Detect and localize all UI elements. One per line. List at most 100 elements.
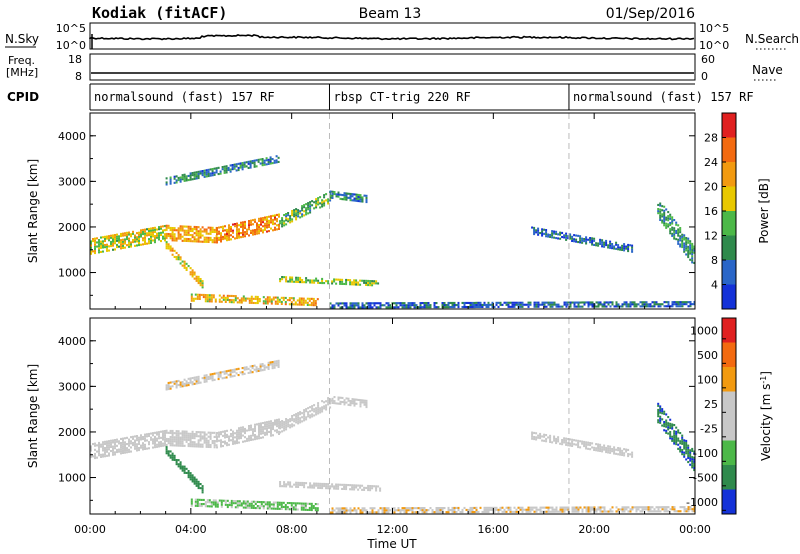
scatter-cell: [144, 443, 146, 446]
scatter-cell: [581, 239, 584, 242]
scatter-cell: [579, 241, 582, 244]
scatter-cell: [189, 381, 192, 384]
scatter-cell: [264, 224, 266, 227]
scatter-cell: [220, 501, 223, 504]
scatter-cell: [413, 302, 416, 305]
scatter-cell: [148, 227, 150, 230]
scatter-cell: [249, 371, 252, 374]
scatter-cell: [463, 506, 466, 509]
scatter-cell: [319, 411, 322, 414]
scatter-cell: [345, 486, 348, 489]
scatter-cell: [223, 169, 226, 172]
scatter-cell: [319, 281, 322, 284]
scatter-cell: [122, 232, 124, 235]
scatter-cell: [230, 226, 232, 229]
scatter-cell: [279, 280, 282, 283]
scatter-cell: [142, 448, 144, 451]
scatter-cell: [206, 294, 209, 297]
scatter-cell: [265, 159, 268, 162]
scatter-cell: [321, 205, 324, 208]
scatter-cell: [302, 299, 305, 302]
scatter-cell: [191, 443, 194, 446]
scatter-cell: [321, 203, 324, 206]
scatter-cell: [146, 433, 148, 436]
scatter-cell: [545, 440, 548, 443]
scatter-cell: [175, 239, 178, 242]
scatter-cell: [675, 303, 678, 306]
scatter-cell: [295, 216, 298, 219]
scatter-cell: [276, 228, 278, 231]
scatter-cell: [619, 451, 622, 454]
scatter-cell: [185, 231, 188, 234]
scatter-cell: [311, 200, 314, 203]
scatter-cell: [218, 232, 220, 235]
scatter-cell: [211, 375, 214, 378]
scatter-cell: [142, 233, 144, 236]
scatter-cell: [567, 438, 570, 441]
scatter-cell: [154, 431, 156, 434]
scatter-cell: [203, 238, 206, 241]
scatter-cell: [527, 510, 530, 513]
scatter-cell: [617, 246, 620, 249]
scatter-cell: [355, 195, 358, 198]
scatter-cell: [631, 455, 634, 458]
scatter-cell: [296, 303, 299, 306]
scatter-cell: [627, 250, 630, 253]
scatter-cell: [158, 443, 160, 446]
scatter-cell: [365, 281, 368, 284]
scatter-cell: [219, 172, 222, 175]
scatter-cell: [179, 442, 182, 445]
scatter-cell: [341, 278, 344, 281]
scatter-cell: [289, 483, 292, 486]
scatter-cell: [90, 246, 92, 249]
scatter-cell: [193, 177, 196, 180]
scatter-cell: [102, 242, 104, 245]
scatter-cell: [171, 253, 174, 256]
scatter-cell: [279, 485, 282, 488]
scatter-cell: [211, 168, 214, 171]
scatter-cell: [154, 228, 156, 231]
scatter-cell: [595, 449, 598, 452]
scatter-cell: [201, 172, 204, 175]
scatter-cell: [495, 508, 498, 511]
scatter-cell: [132, 241, 134, 244]
scatter-cell: [291, 280, 294, 283]
scatter-cell: [234, 297, 237, 300]
scatter-cell: [233, 167, 236, 170]
scatter-cell: [333, 306, 336, 309]
scatter-cell: [126, 244, 128, 247]
scatter-cell: [677, 224, 680, 227]
scatter-cell: [669, 221, 672, 224]
scatter-cell: [191, 480, 194, 483]
scatter-cell: [179, 381, 182, 384]
scatter-cell: [571, 239, 574, 242]
scatter-cell: [224, 499, 227, 502]
scatter-cell: [181, 385, 184, 388]
scatter-cell: [541, 232, 544, 235]
scatter-cell: [625, 305, 628, 308]
scatter-cell: [309, 205, 312, 208]
scatter-cell: [585, 441, 588, 444]
scatter-cell: [104, 440, 106, 443]
scatter-cell: [677, 303, 680, 306]
scatter-cell: [201, 280, 204, 283]
scatter-cell: [197, 174, 200, 177]
scatter-cell: [114, 453, 116, 456]
scatter-cell: [185, 382, 188, 385]
scatter-cell: [236, 237, 238, 240]
scatter-cell: [555, 232, 558, 235]
scatter-cell: [269, 156, 272, 159]
scatter-cell: [277, 365, 280, 368]
scatter-cell: [407, 304, 410, 307]
scatter-cell: [539, 510, 542, 513]
scatter-cell: [685, 508, 688, 511]
scatter-cell: [243, 163, 246, 166]
scatter-cell: [234, 237, 236, 240]
scatter-cell: [181, 176, 184, 179]
scatter-cell: [254, 429, 256, 432]
scatter-cell: [254, 500, 257, 503]
scatter-cell: [268, 430, 270, 433]
scatter-cell: [685, 243, 688, 246]
scatter-cell: [551, 305, 554, 308]
scatter-cell: [138, 235, 140, 238]
